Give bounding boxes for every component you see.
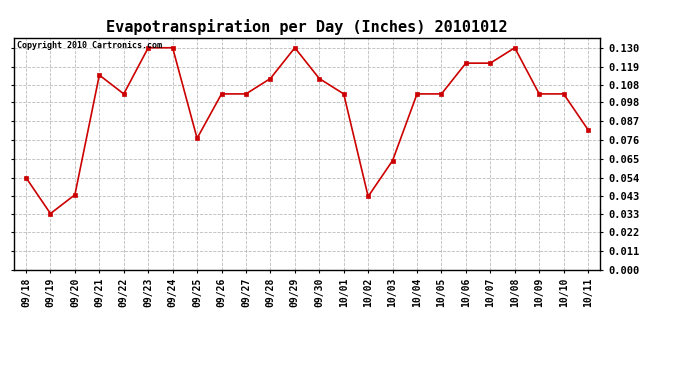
Title: Evapotranspiration per Day (Inches) 20101012: Evapotranspiration per Day (Inches) 2010…: [106, 19, 508, 35]
Text: Copyright 2010 Cartronics.com: Copyright 2010 Cartronics.com: [17, 41, 161, 50]
